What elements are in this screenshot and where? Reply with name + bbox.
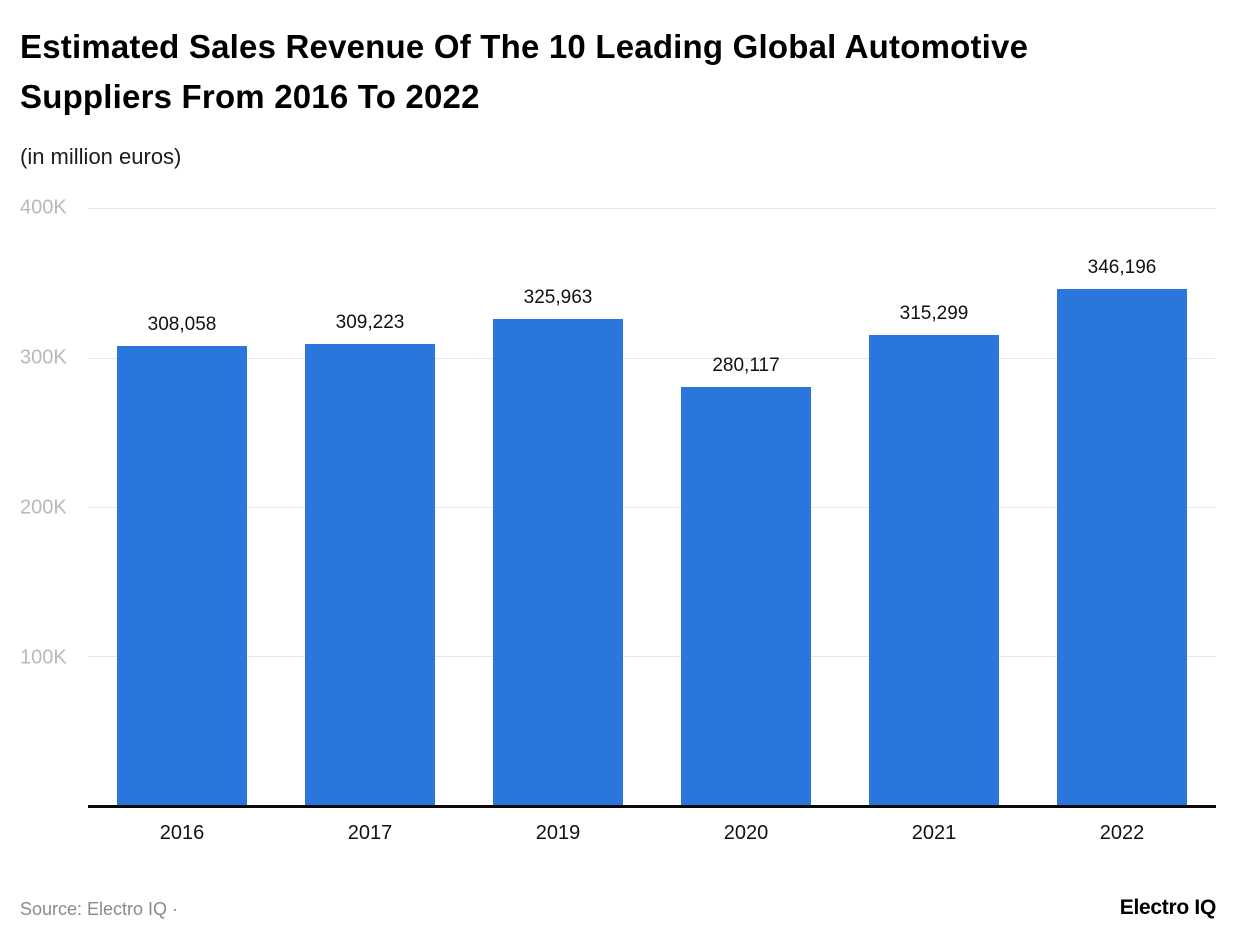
bar bbox=[869, 334, 999, 806]
bar-value-label: 315,299 bbox=[899, 302, 969, 324]
gridline bbox=[88, 506, 1216, 508]
gridlines bbox=[88, 208, 1216, 805]
bar-column: 325,963 bbox=[464, 208, 652, 806]
bar bbox=[681, 387, 811, 806]
chart-title: Estimated Sales Revenue Of The 10 Leadin… bbox=[20, 28, 1029, 116]
x-tick-label: 2019 bbox=[535, 822, 581, 845]
x-tick-label: 2021 bbox=[911, 822, 957, 845]
y-tick-label: 100K bbox=[20, 646, 67, 669]
bar bbox=[305, 343, 435, 806]
x-tick-label: 2017 bbox=[347, 822, 393, 845]
x-tick-label: 2022 bbox=[1099, 822, 1145, 845]
bar-column: 346,196 bbox=[1028, 208, 1216, 806]
bars-row: 308,058 309,223 325,963 280,117 315,299 346,1… bbox=[88, 208, 1216, 806]
y-tick-label: 400K bbox=[20, 196, 67, 219]
brand-logo: Electro IQ bbox=[1119, 896, 1217, 919]
bar bbox=[117, 345, 247, 806]
bar-value-label: 308,058 bbox=[147, 313, 217, 335]
bar-value-label: 325,963 bbox=[523, 286, 593, 308]
gridline bbox=[88, 656, 1216, 658]
bar-chart: 400K 300K 200K 100K 308,058 309,223 325,963 28… bbox=[20, 197, 1216, 809]
chart-subtitle: (in million euros) bbox=[20, 144, 182, 170]
x-tick-label: 2016 bbox=[159, 822, 205, 845]
source-text: Source: Electro IQ · bbox=[20, 899, 179, 919]
bar-column: 309,223 bbox=[276, 208, 464, 806]
bar-value-label: 309,223 bbox=[335, 311, 405, 333]
footer: Source: Electro IQ · Electro IQ bbox=[20, 896, 1216, 920]
x-axis-labels: 2016 2017 2019 2020 2021 2022 bbox=[20, 822, 1216, 845]
gridline bbox=[88, 357, 1216, 359]
bar-column: 308,058 bbox=[88, 208, 276, 806]
bar-column: 280,117 bbox=[652, 208, 840, 806]
bar-column: 315,299 bbox=[840, 208, 1028, 806]
bar-value-label: 280,117 bbox=[712, 355, 780, 377]
bar bbox=[493, 318, 623, 806]
plot-area: 308,058 309,223 325,963 280,117 315,299 346,1… bbox=[88, 208, 1216, 809]
bar-value-label: 346,196 bbox=[1087, 256, 1157, 278]
y-axis-labels: 400K 300K 200K 100K bbox=[20, 197, 80, 808]
x-tick-label: 2020 bbox=[723, 822, 769, 845]
gridline bbox=[88, 208, 1216, 210]
y-tick-label: 200K bbox=[20, 496, 67, 519]
y-tick-label: 300K bbox=[20, 346, 67, 369]
bar bbox=[1057, 288, 1187, 806]
